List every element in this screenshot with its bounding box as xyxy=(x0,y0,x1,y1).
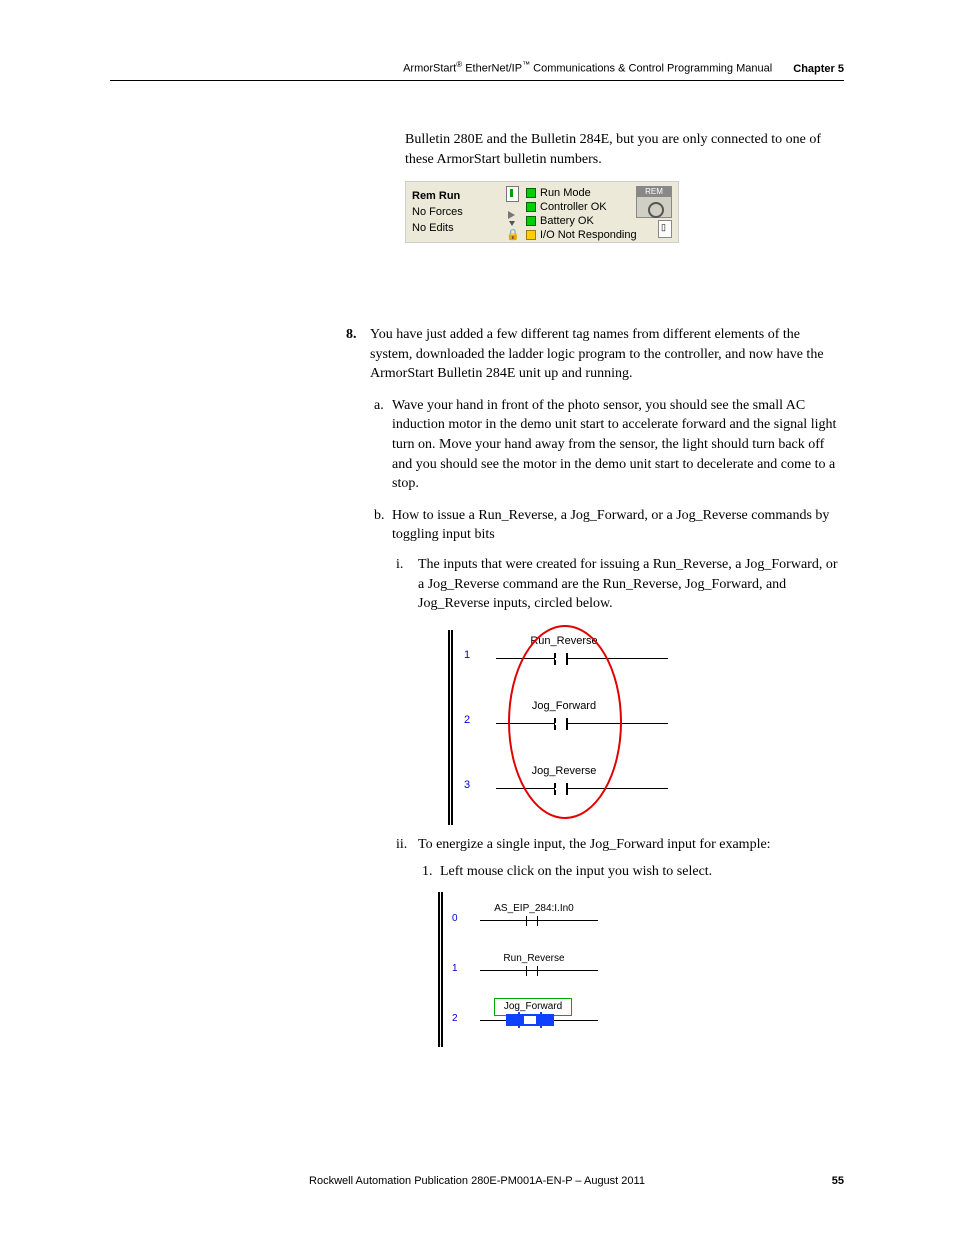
ladder2-rung1-contact xyxy=(520,964,544,978)
dropdown-icon xyxy=(509,221,515,226)
step-8b-ii-text: To energize a single input, the Jog_Forw… xyxy=(418,837,771,852)
step-8a-lbl: a. xyxy=(374,396,384,416)
step-8-number: 8. xyxy=(346,325,357,345)
footer-text: Rockwell Automation Publication 280E-PM0… xyxy=(309,1175,645,1187)
step-8b-ii-1-text: Left mouse click on the input you wish t… xyxy=(440,864,712,879)
led-batt-label: Battery OK xyxy=(540,215,594,227)
header-mid: EtherNet/IP xyxy=(462,63,522,75)
step-8b: b. How to issue a Run_Reverse, a Jog_For… xyxy=(392,506,844,1047)
ladder2-rail2 xyxy=(441,892,443,1047)
red-circle-annotation xyxy=(508,625,622,819)
led-io-icon xyxy=(526,230,536,240)
footer-page-number: 55 xyxy=(832,1175,844,1187)
ladder2-rung1-num: 1 xyxy=(452,962,458,976)
ladder1-rung2-num: 2 xyxy=(464,713,470,728)
led-ctrl-icon xyxy=(526,202,536,212)
ladder1-rung1-num: 1 xyxy=(464,648,470,663)
ladder2-rung2-num: 2 xyxy=(452,1012,458,1026)
led-ctrl-label: Controller OK xyxy=(540,201,607,213)
status-rem-run: Rem Run xyxy=(412,188,463,204)
ladder2-rung2-selection xyxy=(506,1014,554,1026)
keyswitch-rem-icon xyxy=(636,186,672,218)
led-run-label: Run Mode xyxy=(540,187,591,199)
page-header: ArmorStart® EtherNet/IP™ Communications … xyxy=(110,60,844,75)
step-8b-i-text: The inputs that were created for issuing… xyxy=(418,557,838,611)
status-icons: 🔒 xyxy=(506,186,520,241)
ladder-diagram-selected: 0 AS_EIP_284:I.In0 1 Run_Reverse 2 Jog_F… xyxy=(438,892,628,1047)
intro-text: Bulletin 280E and the Bulletin 284E, but… xyxy=(405,130,844,169)
header-rule xyxy=(110,80,844,81)
page-footer: Rockwell Automation Publication 280E-PM0… xyxy=(110,1175,844,1187)
step-8: 8. You have just added a few different t… xyxy=(370,325,844,1047)
controller-status-panel: Rem Run No Forces No Edits 🔒 Run Mode Co… xyxy=(405,181,679,243)
step-8b-ii-lbl: ii. xyxy=(396,835,407,855)
ladder1-rail2 xyxy=(451,630,453,825)
status-col-left: Rem Run No Forces No Edits xyxy=(412,188,463,236)
step-8b-text: How to issue a Run_Reverse, a Jog_Forwar… xyxy=(392,508,829,543)
expand-icon xyxy=(658,220,672,238)
header-chapter: Chapter 5 xyxy=(793,63,844,75)
play-icon xyxy=(508,211,515,219)
step-8b-ii: ii. To energize a single input, the Jog_… xyxy=(418,835,844,1047)
step-8b-lbl: b. xyxy=(374,506,385,526)
ladder1-rail1 xyxy=(448,630,450,825)
ladder2-rung0-num: 0 xyxy=(452,912,458,926)
ladder2-rung-1: 1 Run_Reverse xyxy=(444,942,628,987)
step-8b-ii-1-lbl: 1. xyxy=(422,862,433,882)
header-tail: Communications & Control Programming Man… xyxy=(530,63,772,75)
step-8b-i-lbl: i. xyxy=(396,555,403,575)
header-tm: ™ xyxy=(522,60,530,69)
step-8b-i: i. The inputs that were created for issu… xyxy=(418,555,844,825)
step-8-text: You have just added a few different tag … xyxy=(370,327,824,381)
status-col-leds: Run Mode Controller OK Battery OK I/O No… xyxy=(526,186,637,242)
led-run-icon xyxy=(526,188,536,198)
intro-block: Bulletin 280E and the Bulletin 284E, but… xyxy=(405,130,844,273)
status-no-edits: No Edits xyxy=(412,220,463,236)
ladder1-rung3-num: 3 xyxy=(464,778,470,793)
step-8a-text: Wave your hand in front of the photo sen… xyxy=(392,398,836,491)
ladder-diagram-circled: 1 Run_Reverse 2 Jog_Forward 3 Jog_Revers… xyxy=(448,630,668,825)
ladder2-rail1 xyxy=(438,892,440,1047)
led-batt-icon xyxy=(526,216,536,226)
led-io-label: I/O Not Responding xyxy=(540,229,637,241)
lock-icon: 🔒 xyxy=(506,228,520,241)
step-8a: a. Wave your hand in front of the photo … xyxy=(392,396,844,494)
ladder2-rung-2-selected[interactable]: 2 Jog_Forward xyxy=(444,992,628,1037)
header-product: ArmorStart xyxy=(403,63,456,75)
status-no-forces: No Forces xyxy=(412,204,463,220)
step-8b-ii-1: 1. Left mouse click on the input you wis… xyxy=(440,862,844,882)
ladder2-rung-0: 0 AS_EIP_284:I.In0 xyxy=(444,892,628,937)
ladder2-rung0-contact xyxy=(520,914,544,928)
key-switch-icon xyxy=(506,186,519,202)
